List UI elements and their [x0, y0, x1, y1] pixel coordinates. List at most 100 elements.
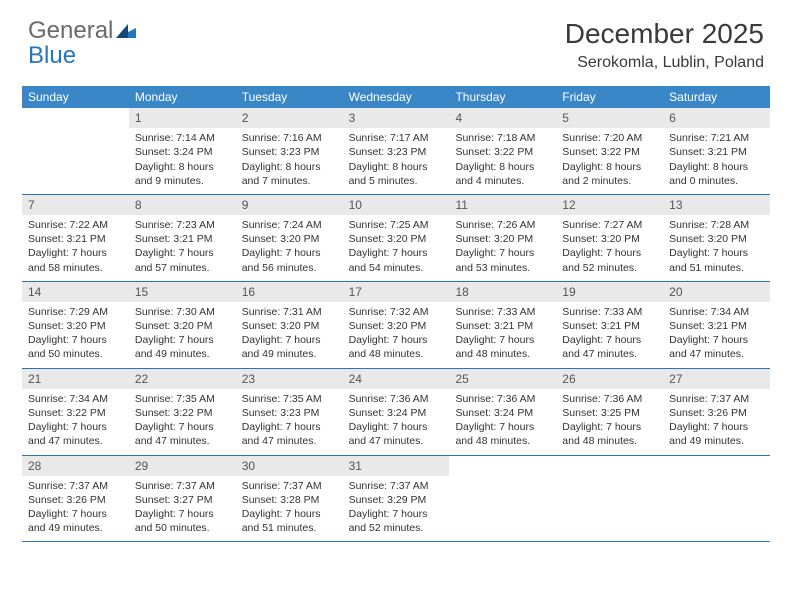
- daylight-text: Daylight: 7 hours and 54 minutes.: [349, 246, 444, 274]
- day-number: 26: [556, 369, 663, 389]
- day-cell: 13Sunrise: 7:28 AMSunset: 3:20 PMDayligh…: [663, 195, 770, 281]
- sunset-text: Sunset: 3:20 PM: [455, 232, 550, 246]
- sunset-text: Sunset: 3:24 PM: [349, 406, 444, 420]
- sunrise-text: Sunrise: 7:37 AM: [349, 479, 444, 493]
- sunset-text: Sunset: 3:22 PM: [562, 145, 657, 159]
- day-cell: 20Sunrise: 7:34 AMSunset: 3:21 PMDayligh…: [663, 282, 770, 368]
- sunrise-text: Sunrise: 7:33 AM: [562, 305, 657, 319]
- sunset-text: Sunset: 3:23 PM: [349, 145, 444, 159]
- day-body: Sunrise: 7:36 AMSunset: 3:25 PMDaylight:…: [556, 389, 663, 455]
- daylight-text: Daylight: 7 hours and 49 minutes.: [28, 507, 123, 535]
- sunrise-text: Sunrise: 7:35 AM: [242, 392, 337, 406]
- sunrise-text: Sunrise: 7:37 AM: [242, 479, 337, 493]
- day-body: [449, 476, 556, 485]
- week-row: 28Sunrise: 7:37 AMSunset: 3:26 PMDayligh…: [22, 456, 770, 543]
- sunset-text: Sunset: 3:20 PM: [242, 319, 337, 333]
- sunset-text: Sunset: 3:20 PM: [242, 232, 337, 246]
- day-cell: 21Sunrise: 7:34 AMSunset: 3:22 PMDayligh…: [22, 369, 129, 455]
- sunset-text: Sunset: 3:23 PM: [242, 145, 337, 159]
- day-cell: 9Sunrise: 7:24 AMSunset: 3:20 PMDaylight…: [236, 195, 343, 281]
- day-cell: 19Sunrise: 7:33 AMSunset: 3:21 PMDayligh…: [556, 282, 663, 368]
- day-number: 7: [22, 195, 129, 215]
- day-cell: 16Sunrise: 7:31 AMSunset: 3:20 PMDayligh…: [236, 282, 343, 368]
- sunset-text: Sunset: 3:20 PM: [669, 232, 764, 246]
- sunrise-text: Sunrise: 7:22 AM: [28, 218, 123, 232]
- sunrise-text: Sunrise: 7:32 AM: [349, 305, 444, 319]
- day-cell: 31Sunrise: 7:37 AMSunset: 3:29 PMDayligh…: [343, 456, 450, 542]
- sunrise-text: Sunrise: 7:36 AM: [349, 392, 444, 406]
- week-row: 7Sunrise: 7:22 AMSunset: 3:21 PMDaylight…: [22, 195, 770, 282]
- week-row: 1Sunrise: 7:14 AMSunset: 3:24 PMDaylight…: [22, 108, 770, 195]
- day-body: Sunrise: 7:37 AMSunset: 3:26 PMDaylight:…: [663, 389, 770, 455]
- weekday-header: Thursday: [449, 86, 556, 108]
- day-number: 6: [663, 108, 770, 128]
- day-cell: 30Sunrise: 7:37 AMSunset: 3:28 PMDayligh…: [236, 456, 343, 542]
- day-cell: 10Sunrise: 7:25 AMSunset: 3:20 PMDayligh…: [343, 195, 450, 281]
- day-body: Sunrise: 7:16 AMSunset: 3:23 PMDaylight:…: [236, 128, 343, 194]
- sunrise-text: Sunrise: 7:14 AM: [135, 131, 230, 145]
- day-number: 20: [663, 282, 770, 302]
- sunrise-text: Sunrise: 7:37 AM: [669, 392, 764, 406]
- daylight-text: Daylight: 7 hours and 57 minutes.: [135, 246, 230, 274]
- sunrise-text: Sunrise: 7:37 AM: [28, 479, 123, 493]
- day-cell: 2Sunrise: 7:16 AMSunset: 3:23 PMDaylight…: [236, 108, 343, 194]
- day-body: Sunrise: 7:30 AMSunset: 3:20 PMDaylight:…: [129, 302, 236, 368]
- sunset-text: Sunset: 3:26 PM: [669, 406, 764, 420]
- day-body: Sunrise: 7:21 AMSunset: 3:21 PMDaylight:…: [663, 128, 770, 194]
- day-cell: 6Sunrise: 7:21 AMSunset: 3:21 PMDaylight…: [663, 108, 770, 194]
- location: Serokomla, Lublin, Poland: [565, 54, 764, 72]
- page-title: December 2025: [565, 18, 764, 50]
- sunrise-text: Sunrise: 7:35 AM: [135, 392, 230, 406]
- day-number: 21: [22, 369, 129, 389]
- sunset-text: Sunset: 3:21 PM: [669, 145, 764, 159]
- day-number: 18: [449, 282, 556, 302]
- logo-text-general: General: [28, 17, 113, 44]
- day-cell: 27Sunrise: 7:37 AMSunset: 3:26 PMDayligh…: [663, 369, 770, 455]
- day-body: Sunrise: 7:14 AMSunset: 3:24 PMDaylight:…: [129, 128, 236, 194]
- daylight-text: Daylight: 8 hours and 9 minutes.: [135, 160, 230, 188]
- day-body: Sunrise: 7:24 AMSunset: 3:20 PMDaylight:…: [236, 215, 343, 281]
- sunset-text: Sunset: 3:20 PM: [135, 319, 230, 333]
- daylight-text: Daylight: 7 hours and 47 minutes.: [242, 420, 337, 448]
- day-cell: 4Sunrise: 7:18 AMSunset: 3:22 PMDaylight…: [449, 108, 556, 194]
- logo-text-blue: Blue: [28, 42, 76, 69]
- day-body: Sunrise: 7:36 AMSunset: 3:24 PMDaylight:…: [343, 389, 450, 455]
- weekday-header-row: SundayMondayTuesdayWednesdayThursdayFrid…: [22, 86, 770, 108]
- day-cell: 1Sunrise: 7:14 AMSunset: 3:24 PMDaylight…: [129, 108, 236, 194]
- daylight-text: Daylight: 7 hours and 47 minutes.: [562, 333, 657, 361]
- day-number: 2: [236, 108, 343, 128]
- day-number: 25: [449, 369, 556, 389]
- sunrise-text: Sunrise: 7:26 AM: [455, 218, 550, 232]
- sunset-text: Sunset: 3:28 PM: [242, 493, 337, 507]
- sunrise-text: Sunrise: 7:34 AM: [669, 305, 764, 319]
- sunrise-text: Sunrise: 7:30 AM: [135, 305, 230, 319]
- day-body: Sunrise: 7:20 AMSunset: 3:22 PMDaylight:…: [556, 128, 663, 194]
- day-body: Sunrise: 7:25 AMSunset: 3:20 PMDaylight:…: [343, 215, 450, 281]
- sunrise-text: Sunrise: 7:34 AM: [28, 392, 123, 406]
- day-number: 15: [129, 282, 236, 302]
- day-cell: [22, 108, 129, 194]
- day-body: Sunrise: 7:33 AMSunset: 3:21 PMDaylight:…: [556, 302, 663, 368]
- day-body: Sunrise: 7:36 AMSunset: 3:24 PMDaylight:…: [449, 389, 556, 455]
- day-cell: 14Sunrise: 7:29 AMSunset: 3:20 PMDayligh…: [22, 282, 129, 368]
- day-number: 1: [129, 108, 236, 128]
- sunset-text: Sunset: 3:20 PM: [349, 232, 444, 246]
- daylight-text: Daylight: 7 hours and 58 minutes.: [28, 246, 123, 274]
- day-number: 17: [343, 282, 450, 302]
- sunset-text: Sunset: 3:27 PM: [135, 493, 230, 507]
- daylight-text: Daylight: 7 hours and 47 minutes.: [135, 420, 230, 448]
- weekday-header: Monday: [129, 86, 236, 108]
- day-body: Sunrise: 7:18 AMSunset: 3:22 PMDaylight:…: [449, 128, 556, 194]
- daylight-text: Daylight: 7 hours and 52 minutes.: [562, 246, 657, 274]
- sunset-text: Sunset: 3:20 PM: [562, 232, 657, 246]
- sunset-text: Sunset: 3:29 PM: [349, 493, 444, 507]
- day-cell: [449, 456, 556, 542]
- daylight-text: Daylight: 7 hours and 49 minutes.: [669, 420, 764, 448]
- calendar: SundayMondayTuesdayWednesdayThursdayFrid…: [22, 86, 770, 542]
- sunset-text: Sunset: 3:22 PM: [28, 406, 123, 420]
- day-number: 3: [343, 108, 450, 128]
- day-body: Sunrise: 7:28 AMSunset: 3:20 PMDaylight:…: [663, 215, 770, 281]
- day-body: Sunrise: 7:37 AMSunset: 3:27 PMDaylight:…: [129, 476, 236, 542]
- day-cell: 8Sunrise: 7:23 AMSunset: 3:21 PMDaylight…: [129, 195, 236, 281]
- day-cell: 24Sunrise: 7:36 AMSunset: 3:24 PMDayligh…: [343, 369, 450, 455]
